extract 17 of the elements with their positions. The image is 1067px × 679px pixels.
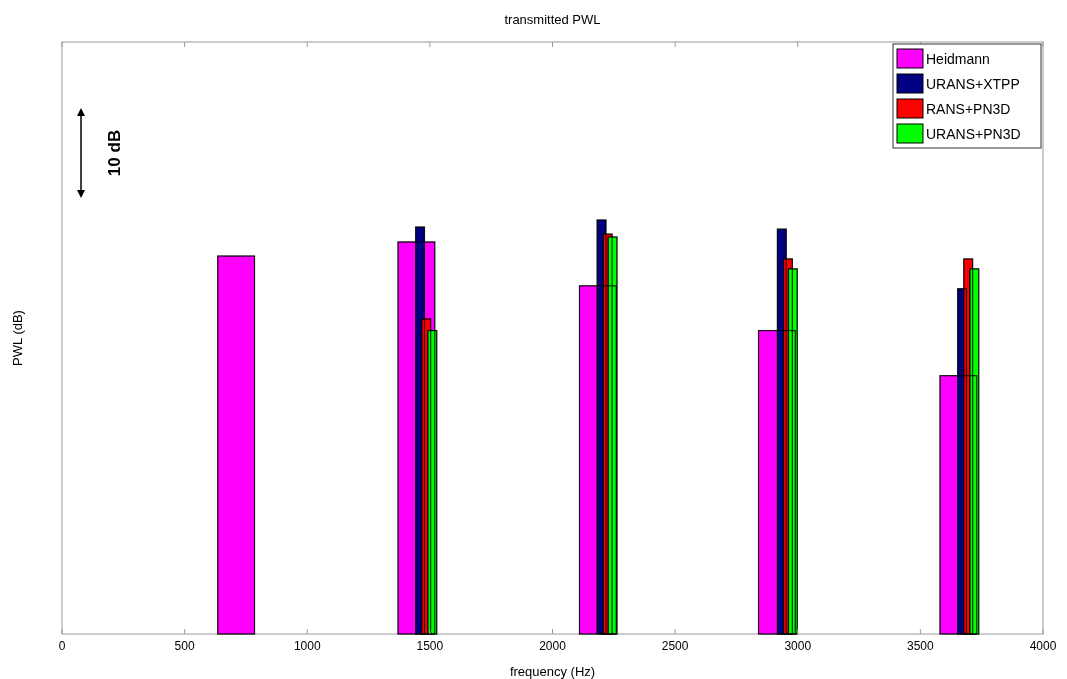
y-axis-title: PWL (dB) xyxy=(10,310,25,366)
chart-title: transmitted PWL xyxy=(504,12,601,27)
x-tick-label: 500 xyxy=(174,639,195,653)
legend-label: Heidmann xyxy=(926,51,990,67)
legend-label: URANS+PN3D xyxy=(926,126,1021,142)
legend-label: URANS+XTPP xyxy=(926,76,1020,92)
text: 10 dB xyxy=(105,129,124,177)
x-tick-label: 3000 xyxy=(784,639,812,653)
x-tick-label: 1500 xyxy=(416,639,444,653)
x-axis-title: frequency (Hz) xyxy=(509,664,596,679)
x-tick-label: 4000 xyxy=(1029,639,1057,653)
x-tick-label: 0 xyxy=(58,639,66,653)
x-tick-label: 2000 xyxy=(539,639,567,653)
x-tick-label: 2500 xyxy=(661,639,689,653)
legend-label: RANS+PN3D xyxy=(926,101,1011,117)
x-tick-label: 1000 xyxy=(293,639,321,653)
x-tick-label: 3500 xyxy=(907,639,935,653)
